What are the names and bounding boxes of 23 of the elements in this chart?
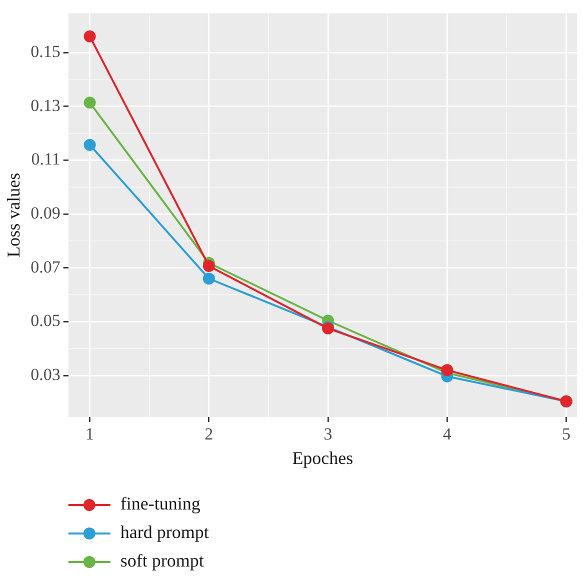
point [84, 138, 96, 151]
y-tick-label: 0.07 [30, 257, 61, 276]
x-tick-label: 1 [86, 424, 94, 444]
y-tick-label: 0.13 [30, 96, 60, 115]
point [202, 260, 215, 272]
legend-label: soft prompt [120, 550, 204, 571]
x-tick-label: 4 [442, 424, 452, 444]
point [202, 272, 215, 285]
x-axis-title: Epoches [292, 448, 354, 468]
y-tick-label: 0.15 [30, 42, 60, 61]
legend-label: hard prompt [120, 522, 209, 542]
y-tick-label: 0.11 [31, 150, 60, 169]
y-tick-label: 0.09 [30, 203, 60, 222]
y-tick-label: 0.05 [30, 311, 60, 330]
x-tick-label: 2 [204, 424, 214, 444]
point [441, 364, 454, 376]
x-tick-label: 3 [324, 424, 332, 444]
y-axis-title: Loss values [4, 172, 24, 258]
x-tick-label: 5 [562, 424, 571, 444]
y-tick-label: 0.03 [30, 365, 60, 384]
point [84, 96, 96, 109]
point [84, 30, 96, 42]
legend-label: fine-tuning [120, 494, 200, 514]
